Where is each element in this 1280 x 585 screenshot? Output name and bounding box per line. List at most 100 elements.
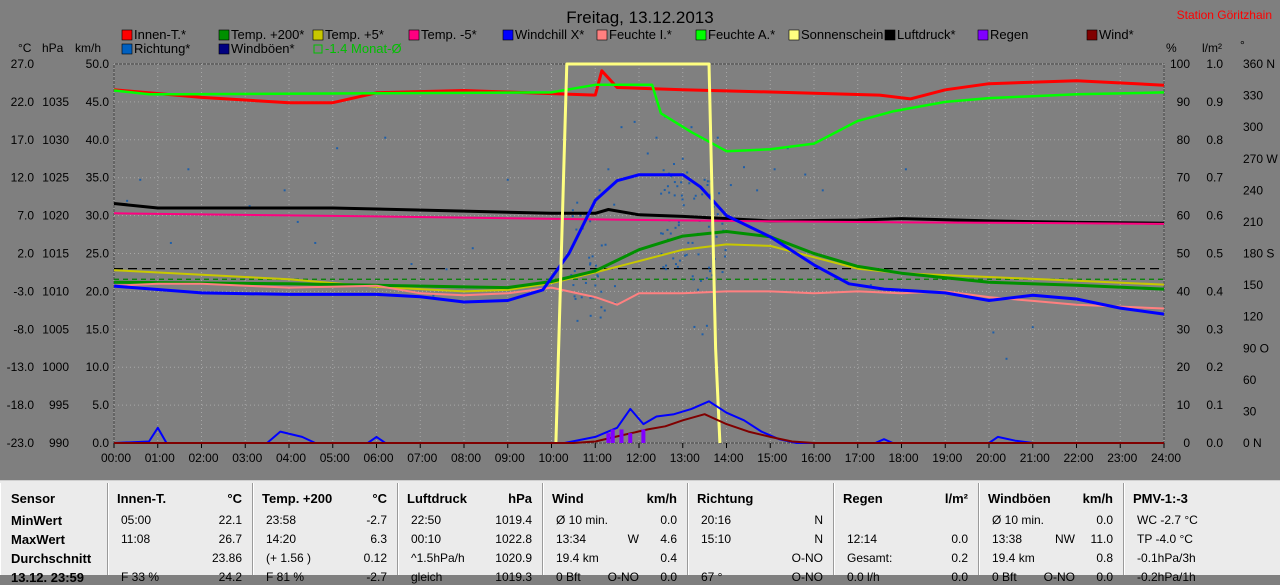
direction-point [432, 294, 435, 297]
tick-label-time: 08:00 [451, 451, 481, 465]
tick-label-rain: 0.9 [1206, 95, 1223, 109]
tick-label-kmh: 25.0 [86, 247, 110, 261]
tick-label-time: 23:00 [1107, 451, 1137, 465]
tick-label-hpa: 1000 [42, 360, 69, 374]
rain-bar [606, 433, 611, 443]
panel-luftdruck: Luftdruck hPa 22:50 1019.4 00:10 1022.8 ^1.5hP… [398, 483, 543, 584]
direction-point [992, 331, 995, 334]
panel-cell-value: 1022.8 [495, 532, 532, 546]
direction-point [684, 254, 687, 257]
panel-cell-time: F 33 % [121, 570, 160, 584]
panel-cell-value: 1019.4 [495, 513, 532, 527]
tick-label-time: 06:00 [363, 451, 393, 465]
tick-label-pct: 100 [1170, 57, 1190, 71]
tick-label-time: 02:00 [188, 451, 218, 465]
panel-header: Innen-T. [117, 491, 167, 506]
series-line-luftdruck [113, 202, 1165, 225]
panel-cell-time: Gesamt: [847, 551, 893, 565]
tick-label-pct: 10 [1177, 398, 1191, 412]
direction-point [600, 290, 603, 293]
legend-item: Feuchte I.* [596, 27, 672, 42]
tick-label-temp: -8.0 [13, 322, 34, 336]
direction-point [724, 255, 727, 258]
direction-point [248, 205, 251, 208]
tick-label-hpa: 1035 [42, 95, 69, 109]
legend-item: Windchill X* [502, 27, 584, 42]
direction-point [604, 243, 607, 246]
chart-title: Freitag, 13.12.2013 [566, 8, 713, 27]
direction-point [673, 194, 676, 197]
panel-cell-time: 20:16 [701, 513, 732, 527]
tick-label-temp: 12.0 [11, 171, 35, 185]
direction-point [187, 168, 190, 171]
tick-label-kmh: 20.0 [86, 284, 110, 298]
panel-cell-value: 24.2 [218, 570, 242, 584]
tick-label-time: 04:00 [276, 451, 306, 465]
panel-header: PMV-1:-3 [1133, 491, 1188, 506]
direction-point [729, 184, 732, 187]
direction-point [721, 222, 724, 225]
direction-point [687, 241, 690, 244]
tick-label-rain: 0.4 [1206, 284, 1223, 298]
direction-point [445, 268, 448, 271]
tick-label-pct: 0 [1183, 436, 1190, 450]
tick-label-direction: 270 W [1243, 152, 1278, 166]
panel-cell-value: 0.8 [1096, 551, 1113, 565]
tick-label-time: 14:00 [713, 451, 743, 465]
direction-point [588, 256, 591, 259]
direction-point [589, 314, 592, 317]
tick-label-direction: 0 N [1243, 436, 1262, 450]
direction-point [620, 126, 623, 129]
tick-label-temp: 7.0 [17, 209, 34, 223]
panel-cell-value: 0.2 [951, 551, 968, 565]
direction-point [571, 215, 574, 218]
rain-bar [610, 429, 615, 443]
panel-cell-time: 13:34 [556, 532, 587, 546]
legend-swatch [218, 43, 230, 55]
direction-point [1005, 357, 1008, 360]
tick-label-pct: 40 [1177, 284, 1191, 298]
direction-point [677, 224, 680, 227]
row-label-current: 13.12. 23:59 [11, 570, 85, 585]
direction-point [709, 193, 712, 196]
tick-label-kmh: 40.0 [86, 133, 110, 147]
tick-label-direction: 180 S [1243, 247, 1274, 261]
panel-cell-time: 23:58 [266, 513, 297, 527]
station-name: Station Göritzhain [1177, 8, 1272, 22]
direction-point [633, 120, 636, 123]
panel-unit: km/h [1082, 491, 1113, 506]
panel-cell-time: (+ 1.56 ) [266, 551, 312, 565]
legend-label: Richtung* [134, 41, 190, 56]
legend-swatch [788, 29, 800, 41]
tick-label-rain: 0.6 [1206, 209, 1223, 223]
panel-cell-time: gleich [411, 570, 443, 584]
direction-point [296, 220, 299, 223]
direction-point [904, 168, 907, 171]
direction-point [773, 168, 776, 171]
direction-point [724, 249, 727, 252]
direction-point [743, 166, 745, 169]
legend-item: Innen-T.* [121, 27, 186, 42]
axis-header-temp: °C [18, 41, 32, 55]
panel-cell-value: 26.7 [218, 532, 242, 546]
panel-cell-time: 13:38 [992, 532, 1023, 546]
tick-label-direction: 90 O [1243, 341, 1269, 355]
direction-point [693, 325, 696, 328]
direction-point [589, 296, 592, 299]
sensor-summary-table: Sensor MinWert MaxWert Durchschnitt 13.1… [0, 480, 1280, 585]
series-line-temp-200 [113, 230, 1165, 291]
direction-point [663, 188, 666, 191]
panel-cell-time: 00:10 [411, 532, 442, 546]
tick-label-rain: 0.1 [1206, 398, 1223, 412]
legend-swatch [977, 29, 989, 41]
direction-point [613, 285, 616, 288]
direction-point [410, 263, 413, 266]
tick-label-direction: 210 [1243, 215, 1263, 229]
panel-header: Luftdruck [407, 491, 467, 506]
tick-label-time: 24:00 [1151, 451, 1181, 465]
axis-header-kmh: km/h [75, 41, 101, 55]
direction-point [576, 319, 579, 322]
panel-unit: hPa [508, 491, 532, 506]
panel-cell-value: O-NO [791, 551, 823, 565]
legend-label: Temp. +200* [231, 27, 304, 42]
